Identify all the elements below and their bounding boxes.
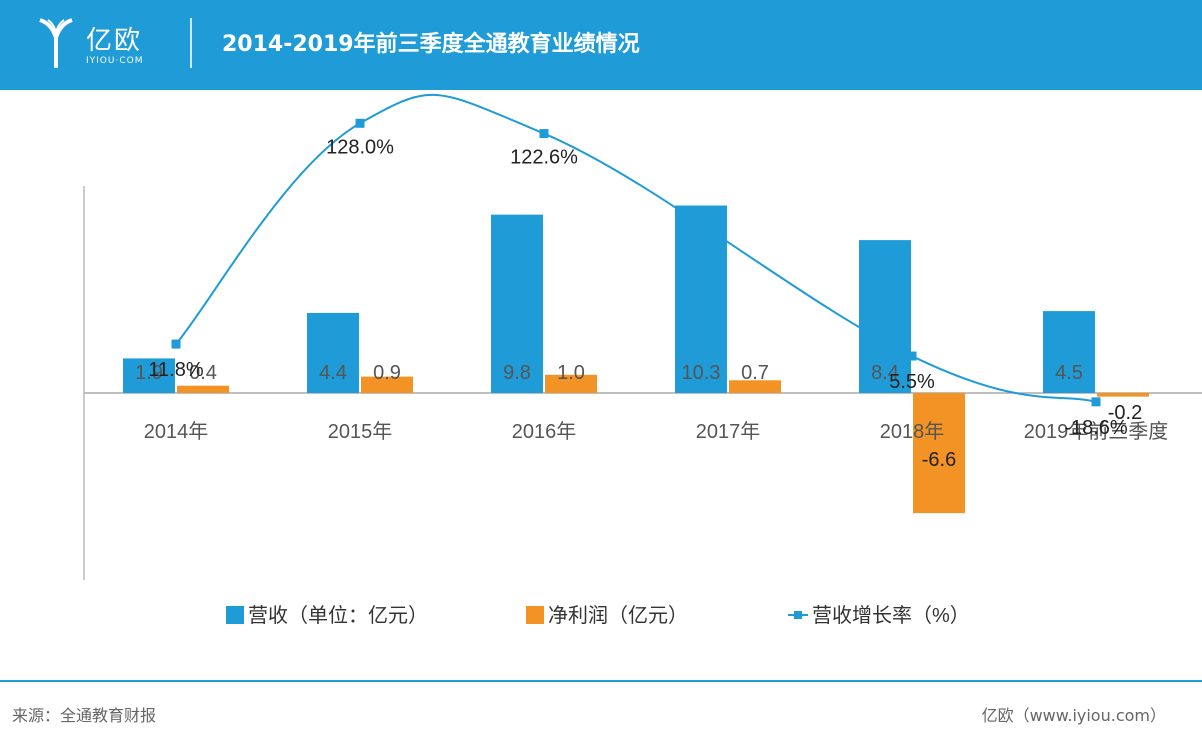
brand-name-cn: 亿欧 [86, 26, 143, 56]
revenue-bar [491, 214, 543, 393]
profit-bar [913, 393, 965, 514]
profit-data-label: -0.2 [1108, 402, 1142, 424]
legend-swatch-marker [794, 611, 802, 619]
growth-rate-marker [171, 339, 181, 349]
legend-label: 营收（单位：亿元） [248, 604, 428, 627]
revenue-data-label: 4.5 [1055, 362, 1083, 384]
legend-swatch [226, 606, 244, 624]
growth-rate-label: 11.8% [148, 359, 203, 381]
profit-data-label: 0.7 [741, 362, 769, 384]
growth-rate-label: -18.6% [1064, 417, 1128, 439]
x-tick-label: 2015年 [328, 420, 393, 443]
site-credit: 亿欧（www.iyiou.com） [981, 706, 1166, 725]
growth-rate-label: 128.0% [326, 136, 394, 158]
growth-rate-label: 5.5% [889, 371, 935, 393]
growth-rate-marker [355, 118, 365, 128]
growth-rate-marker [907, 351, 917, 361]
profit-bar [545, 374, 597, 393]
profit-bar [729, 380, 781, 393]
x-tick-label: 2014年 [144, 420, 209, 443]
x-tick-label: 2017年 [696, 420, 761, 443]
growth-rate-marker [539, 129, 549, 139]
profit-bar [177, 385, 229, 393]
profit-data-label: 0.4 [189, 362, 217, 384]
revenue-data-label: 8.4 [871, 362, 899, 384]
growth-rate-marker [1091, 397, 1101, 407]
profit-bar [361, 376, 413, 393]
footer-divider [0, 680, 1202, 682]
source-note: 来源：全通教育财报 [12, 706, 157, 725]
revenue-bar [859, 240, 911, 393]
revenue-data-label: 1.9 [135, 362, 163, 384]
brand-name-en: IYIOU·COM [86, 56, 144, 66]
chart: 1.9 0.4 2014年 4.4 0.9 2015年 9.8 1.0 2016年 10.3 0.7… [83, 93, 1202, 627]
legend-label: 净利润（亿元） [548, 604, 688, 627]
x-tick-label: 2019年前三季度 [1024, 420, 1169, 443]
x-tick-label: 2018年 [880, 420, 945, 443]
revenue-data-label: 9.8 [503, 362, 531, 384]
growth-rate-label: 122.6% [510, 147, 578, 169]
legend-swatch [526, 606, 544, 624]
revenue-bar [123, 358, 175, 393]
page-title: 2014-2019年前三季度全通教育业绩情况 [222, 32, 640, 57]
revenue-bar [307, 312, 359, 393]
x-tick-label: 2016年 [512, 420, 577, 443]
revenue-data-label: 4.4 [319, 362, 347, 384]
profit-data-label: 1.0 [557, 362, 585, 384]
profit-data-label: -6.6 [922, 449, 956, 471]
growth-rate-line [175, 93, 1097, 403]
legend-label: 营收增长率（%） [812, 604, 970, 627]
header-divider [190, 18, 192, 68]
revenue-data-label: 10.3 [682, 362, 721, 384]
header-bar: 亿欧 IYIOU·COM 2014-2019年前三季度全通教育业绩情况 [0, 0, 1202, 90]
profit-bar [1097, 393, 1149, 397]
iyiou-logo-icon [39, 18, 73, 68]
profit-data-label: 0.9 [373, 362, 401, 384]
revenue-bar [1043, 311, 1095, 393]
